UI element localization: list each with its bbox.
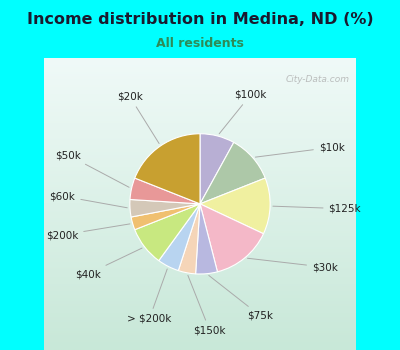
Text: > $200k: > $200k: [127, 269, 172, 324]
Wedge shape: [200, 204, 264, 272]
Text: All residents: All residents: [156, 37, 244, 50]
Wedge shape: [178, 204, 200, 274]
Wedge shape: [200, 142, 265, 204]
Text: $40k: $40k: [75, 248, 142, 279]
Wedge shape: [135, 204, 200, 261]
Wedge shape: [159, 204, 200, 271]
Text: Income distribution in Medina, ND (%): Income distribution in Medina, ND (%): [27, 12, 373, 27]
Wedge shape: [196, 204, 218, 274]
Text: $20k: $20k: [117, 92, 159, 144]
Text: $100k: $100k: [219, 90, 267, 134]
Text: $30k: $30k: [248, 258, 338, 272]
Text: $50k: $50k: [55, 150, 129, 187]
Text: City-Data.com: City-Data.com: [286, 75, 350, 84]
Wedge shape: [131, 204, 200, 230]
Wedge shape: [200, 178, 270, 234]
Text: $200k: $200k: [46, 224, 130, 240]
Text: $150k: $150k: [188, 275, 226, 336]
Wedge shape: [130, 199, 200, 217]
Text: $75k: $75k: [209, 275, 273, 321]
Text: $10k: $10k: [255, 142, 345, 157]
Text: $125k: $125k: [273, 204, 361, 214]
Wedge shape: [130, 178, 200, 204]
Wedge shape: [135, 134, 200, 204]
Text: $60k: $60k: [50, 191, 127, 208]
Wedge shape: [200, 134, 234, 204]
